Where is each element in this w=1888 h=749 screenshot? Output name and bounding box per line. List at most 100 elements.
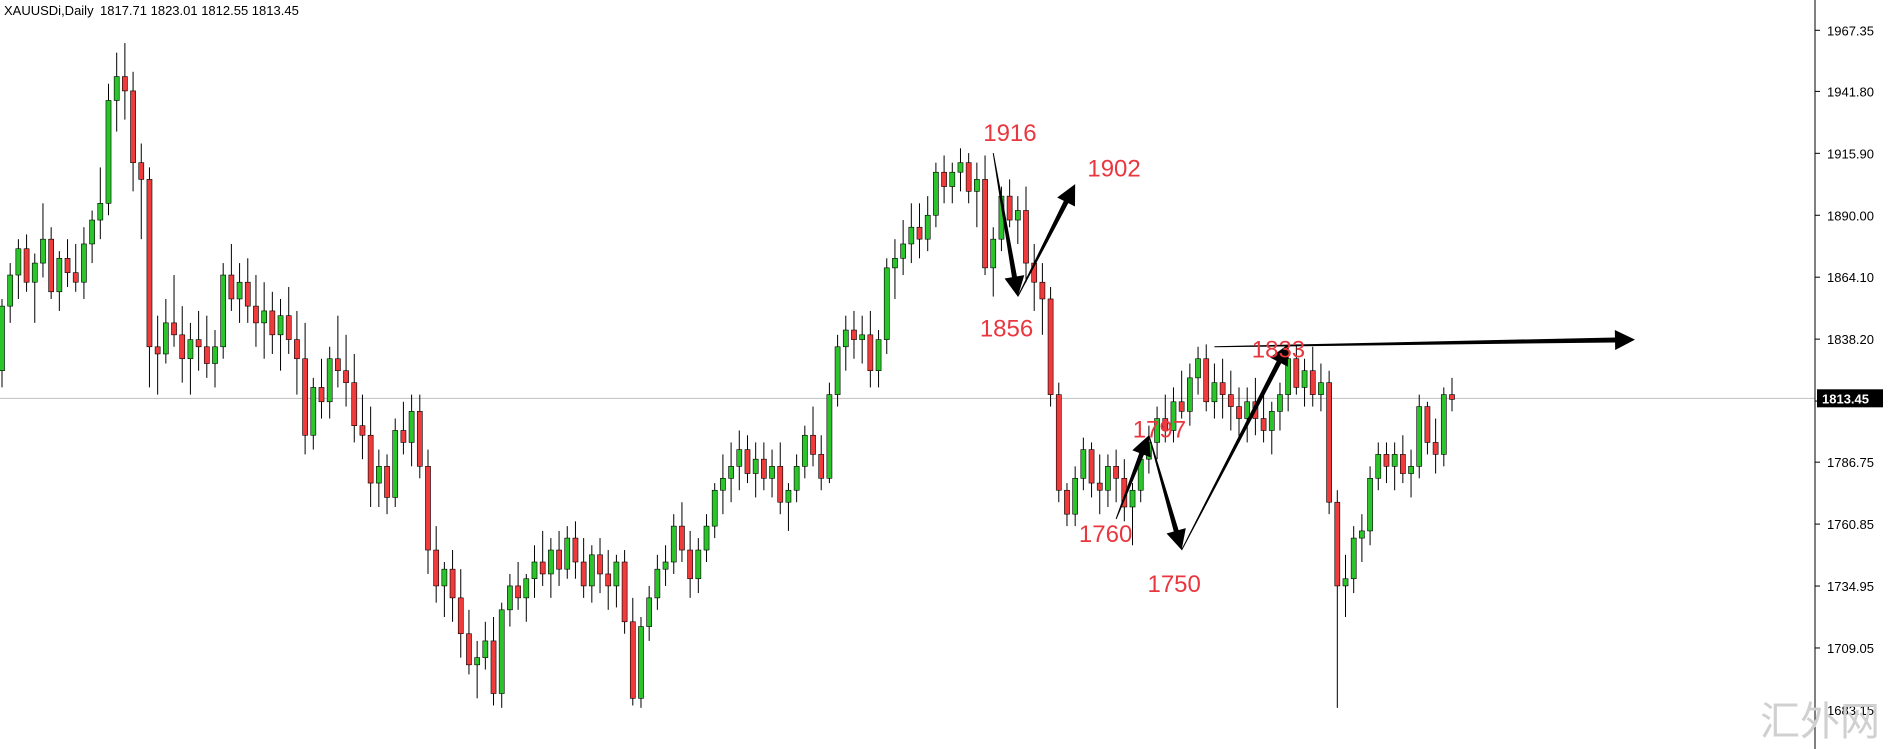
- candle-body-down: [1260, 418, 1267, 431]
- candle-body-up: [1080, 449, 1087, 479]
- candle-body-down: [1023, 210, 1029, 264]
- candle: [0, 298, 5, 388]
- candle-body-up: [1367, 478, 1373, 532]
- candle-body-up: [990, 238, 997, 269]
- candle-body-down: [384, 466, 390, 498]
- candle-body-down: [1219, 382, 1226, 395]
- candle: [810, 406, 816, 467]
- candle-body-up: [859, 334, 866, 340]
- candle-body-down: [1424, 406, 1431, 443]
- candle-body-up: [220, 274, 227, 348]
- candle: [1039, 263, 1046, 335]
- candle-body-down: [335, 358, 341, 371]
- candle: [89, 210, 95, 264]
- candle: [933, 162, 939, 228]
- candle-body-down: [130, 90, 136, 163]
- candle-body-up: [1014, 210, 1021, 221]
- candle-body-up: [834, 346, 841, 395]
- candle: [769, 449, 775, 498]
- candle-body-up: [900, 243, 906, 259]
- y-tick-label: 1838.20: [1827, 332, 1874, 347]
- candle-body-down: [425, 466, 431, 551]
- y-tick-label: 1967.35: [1827, 23, 1874, 38]
- candle-body-up: [588, 554, 595, 587]
- candle-body-up: [875, 339, 882, 371]
- candle-body-down: [400, 430, 407, 443]
- candle: [269, 291, 276, 354]
- candle-body-up: [310, 387, 317, 436]
- candle: [1080, 437, 1087, 491]
- candle: [310, 377, 317, 450]
- candle-body-up: [826, 394, 833, 479]
- candle: [1391, 442, 1398, 491]
- candle-body-up: [441, 568, 448, 587]
- candle: [1170, 387, 1177, 443]
- candle-body-down: [122, 76, 128, 92]
- candle-body-down: [1113, 466, 1119, 479]
- candle: [48, 227, 54, 299]
- candle: [146, 167, 153, 388]
- y-tick-label: 1683.15: [1827, 703, 1874, 718]
- candle: [1367, 466, 1373, 546]
- candle-body-up: [736, 449, 743, 467]
- candle: [761, 442, 767, 491]
- candle: [695, 538, 702, 594]
- candle: [1318, 363, 1324, 412]
- candle-body-up: [842, 329, 849, 348]
- candle-body-down: [1039, 281, 1046, 300]
- candle: [613, 554, 620, 608]
- candle-body-up: [277, 315, 284, 336]
- candle: [318, 358, 325, 419]
- candle-body-up: [613, 561, 620, 587]
- price-annotation: 1797: [1133, 417, 1186, 444]
- candle: [556, 530, 562, 586]
- candle-body-down: [818, 454, 825, 479]
- candle: [31, 253, 38, 323]
- candle-body-down: [1449, 394, 1455, 400]
- candle-body-up: [1350, 537, 1357, 580]
- candle-body-up: [40, 238, 46, 264]
- candle-body-up: [695, 549, 702, 580]
- candle-body-up: [1072, 478, 1079, 515]
- candle-body-up: [7, 274, 14, 307]
- candle: [236, 263, 243, 323]
- trend-arrow: [1148, 435, 1186, 551]
- candle-body-up: [974, 179, 980, 192]
- candle-body-down: [621, 561, 628, 623]
- candle: [375, 449, 382, 507]
- candle-body-down: [810, 434, 816, 455]
- candle: [1342, 554, 1349, 617]
- candle-body-down: [515, 585, 521, 599]
- candle: [867, 310, 874, 388]
- price-axis: 1967.35 1941.80 1915.90 1890.00 1864.10 1838.…: [1814, 0, 1883, 749]
- y-tick-label: 1890.00: [1827, 208, 1874, 223]
- trend-arrow: [1214, 329, 1635, 350]
- candles: [0, 43, 1455, 708]
- candle: [1105, 454, 1111, 507]
- candle: [687, 530, 693, 598]
- candle: [703, 514, 710, 562]
- candle-body-down: [1432, 442, 1439, 455]
- candle-body-up: [1277, 394, 1283, 412]
- candle-body-up: [548, 549, 554, 575]
- price-annotations: 1916 1902 1856 1833 1797 1760 1750: [980, 120, 1305, 598]
- candle-body-up: [81, 243, 87, 283]
- candle: [1195, 346, 1201, 395]
- candle-body-down: [580, 561, 587, 587]
- candle: [81, 227, 87, 299]
- candle: [138, 143, 145, 240]
- candle-body-up: [105, 100, 112, 204]
- candle-body-down: [367, 434, 374, 484]
- candle: [294, 310, 300, 395]
- candle: [875, 330, 882, 388]
- chart-header: XAUUSDi,Daily 1817.71 1823.01 1812.55 18…: [4, 3, 299, 18]
- candle: [883, 258, 890, 354]
- candle: [326, 346, 333, 419]
- candle: [1383, 442, 1390, 484]
- candle: [15, 239, 22, 299]
- candle-body-up: [1359, 530, 1365, 539]
- candle-body-down: [679, 525, 685, 551]
- candle: [261, 282, 267, 359]
- candle: [1309, 346, 1316, 407]
- candle: [113, 52, 120, 132]
